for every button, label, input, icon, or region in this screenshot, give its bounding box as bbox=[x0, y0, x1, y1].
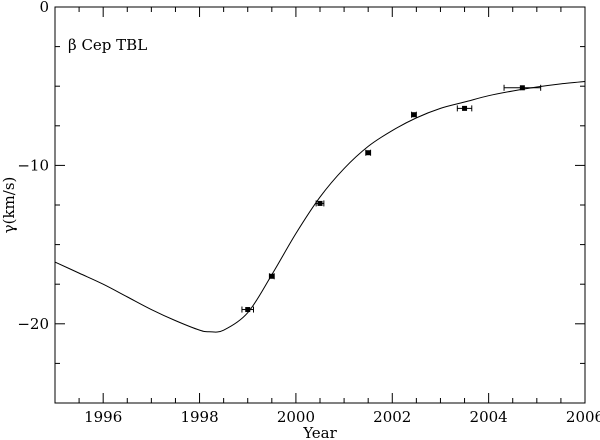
fit-curve bbox=[54, 80, 586, 333]
x-tick-label: 1998 bbox=[180, 408, 218, 426]
data-point bbox=[462, 105, 468, 111]
data-point bbox=[411, 112, 417, 118]
data-point bbox=[519, 85, 525, 91]
data-point bbox=[317, 200, 323, 206]
data-points-group bbox=[241, 84, 542, 313]
star-annotation: β Cep TBL bbox=[68, 36, 147, 54]
x-tick-label: 2002 bbox=[373, 408, 411, 426]
y-tick-label: 0 bbox=[39, 0, 49, 16]
ticks-group bbox=[54, 6, 586, 404]
data-point bbox=[269, 273, 275, 279]
x-tick-label: 1996 bbox=[84, 408, 122, 426]
data-point bbox=[245, 307, 251, 313]
data-point bbox=[365, 150, 371, 156]
x-tick-label: 2006 bbox=[566, 408, 600, 426]
y-axis-label: γ(km/s) bbox=[0, 177, 18, 234]
x-tick-label: 2000 bbox=[277, 408, 315, 426]
x-tick-label: 2004 bbox=[470, 408, 508, 426]
y-tick-label: −10 bbox=[17, 156, 49, 174]
tick-labels-group: 1996 1998 2000 2002 2004 2006 0 −10 −20 bbox=[17, 0, 600, 426]
y-tick-label: −20 bbox=[17, 315, 49, 333]
x-axis-label: Year bbox=[302, 424, 337, 440]
